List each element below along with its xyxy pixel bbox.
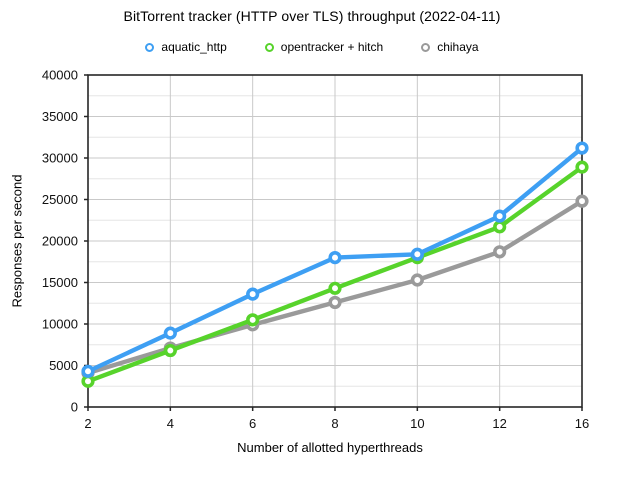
svg-text:12: 12 [492,416,506,431]
chart-title: BitTorrent tracker (HTTP over TLS) throu… [123,8,501,24]
legend-label: aquatic_http [161,40,227,54]
svg-text:16: 16 [575,416,589,431]
svg-text:10: 10 [410,416,424,431]
svg-text:0: 0 [71,400,78,415]
legend-item-opentracker-hitch: opentracker + hitch [264,40,384,54]
svg-text:4: 4 [167,416,174,431]
svg-text:5000: 5000 [49,358,78,373]
svg-text:2: 2 [84,416,91,431]
svg-text:35000: 35000 [42,109,78,124]
svg-text:15000: 15000 [42,275,78,290]
svg-text:8: 8 [331,416,338,431]
legend: aquatic_http opentracker + hitch chihaya [0,40,624,54]
svg-text:10000: 10000 [42,317,78,332]
circle-marker-icon [264,42,274,52]
svg-text:40000: 40000 [42,68,78,83]
legend-item-aquatic-http: aquatic_http [145,40,227,54]
legend-item-chihaya: chihaya [421,40,479,54]
svg-text:6: 6 [249,416,256,431]
legend-label: opentracker + hitch [280,40,384,54]
circle-marker-icon [421,42,431,52]
x-axis-title: Number of allotted hyperthreads [237,440,423,455]
svg-text:25000: 25000 [42,192,78,207]
circle-marker-icon [145,42,155,52]
y-axis-title: Responses per second [9,174,25,308]
svg-text:30000: 30000 [42,151,78,166]
legend-label: chihaya [437,40,479,54]
svg-text:20000: 20000 [42,234,78,249]
